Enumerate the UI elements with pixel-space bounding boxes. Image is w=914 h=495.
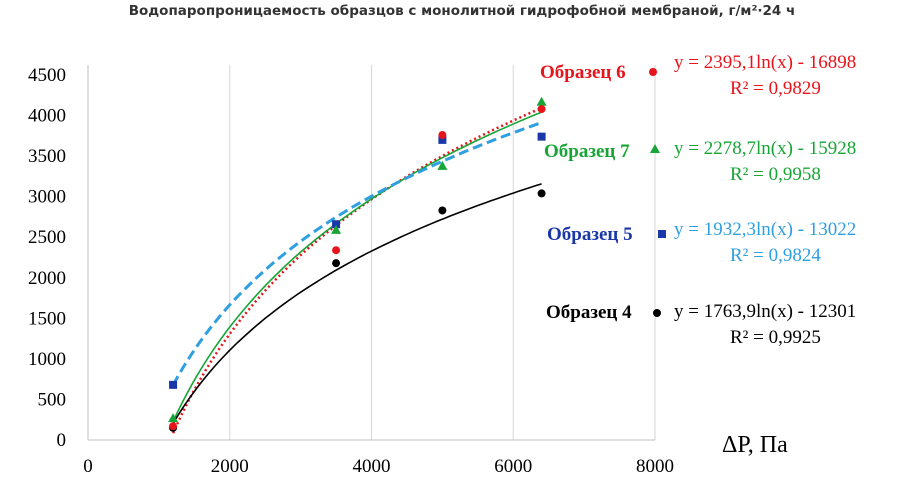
legend-series-name: Образец 4 bbox=[546, 302, 632, 323]
data-point bbox=[331, 224, 342, 234]
y-tick-label: 4500 bbox=[28, 65, 66, 86]
y-tick-label: 3000 bbox=[28, 187, 66, 208]
trendline-4 bbox=[172, 183, 542, 424]
data-point bbox=[168, 413, 179, 423]
x-tick-label: 8000 bbox=[636, 456, 674, 477]
legend-series-name: Образец 7 bbox=[544, 141, 630, 162]
trendline-1 bbox=[171, 106, 543, 434]
legend-series-name: Образец 5 bbox=[547, 224, 633, 245]
legend-marker bbox=[650, 144, 660, 153]
trend-equation: y = 2278,7ln(x) - 15928 bbox=[674, 138, 856, 159]
legend: Образец 6 y = 2395,1ln(x) - 16898 R² = 0,9… bbox=[540, 52, 856, 348]
x-tick-label: 6000 bbox=[494, 456, 532, 477]
data-point bbox=[537, 105, 546, 114]
trend-r-squared: R² = 0,9824 bbox=[730, 245, 821, 266]
x-tick-label: 0 bbox=[83, 456, 93, 477]
x-axis-label: ΔР, Па bbox=[722, 432, 788, 458]
data-point bbox=[332, 259, 341, 268]
trend-equation: y = 2395,1ln(x) - 16898 bbox=[674, 52, 856, 73]
data-point bbox=[437, 160, 448, 170]
grid bbox=[229, 65, 656, 440]
trend-lines bbox=[171, 106, 543, 434]
y-tick-label: 1000 bbox=[28, 349, 66, 370]
x-tick-label: 4000 bbox=[353, 456, 391, 477]
x-tick-label: 2000 bbox=[211, 456, 249, 477]
trend-r-squared: R² = 0,9925 bbox=[730, 327, 821, 348]
y-tick-label: 500 bbox=[38, 389, 67, 410]
trendline-3 bbox=[171, 121, 543, 386]
data-point bbox=[169, 422, 178, 431]
data-point bbox=[537, 132, 546, 141]
legend-marker bbox=[649, 68, 657, 76]
trend-equation: y = 1932,3ln(x) - 13022 bbox=[674, 219, 856, 240]
data-point bbox=[438, 206, 447, 215]
trend-r-squared: R² = 0,9829 bbox=[730, 78, 821, 99]
legend-series-name: Образец 6 bbox=[540, 62, 626, 83]
y-tick-label: 0 bbox=[57, 430, 67, 451]
y-tick-label: 3500 bbox=[28, 146, 66, 167]
chart-title: Водопаропроницаемость образцов с монолит… bbox=[129, 3, 796, 19]
data-point bbox=[438, 131, 447, 140]
trend-r-squared: R² = 0,9958 bbox=[730, 164, 821, 185]
trendline-2 bbox=[172, 111, 542, 422]
data-point bbox=[537, 189, 546, 198]
data-point bbox=[169, 380, 178, 389]
data-point bbox=[332, 220, 341, 229]
y-tick-label: 1500 bbox=[28, 308, 66, 329]
data-point bbox=[438, 135, 447, 144]
y-tick-labels: 0 500 1000 1500 2000 2500 3000 3500 4000 4500 bbox=[28, 65, 66, 451]
trend-equation: y = 1763,9ln(x) - 12301 bbox=[674, 301, 856, 322]
legend-marker bbox=[653, 309, 661, 317]
axes bbox=[87, 65, 655, 441]
y-tick-label: 4000 bbox=[28, 106, 66, 127]
data-point bbox=[536, 96, 547, 106]
data-points bbox=[168, 96, 547, 432]
data-point bbox=[332, 246, 341, 255]
y-tick-label: 2000 bbox=[28, 268, 66, 289]
x-tick-labels: 0 2000 4000 6000 8000 bbox=[83, 456, 674, 477]
legend-marker bbox=[658, 230, 666, 238]
y-tick-label: 2500 bbox=[28, 227, 66, 248]
